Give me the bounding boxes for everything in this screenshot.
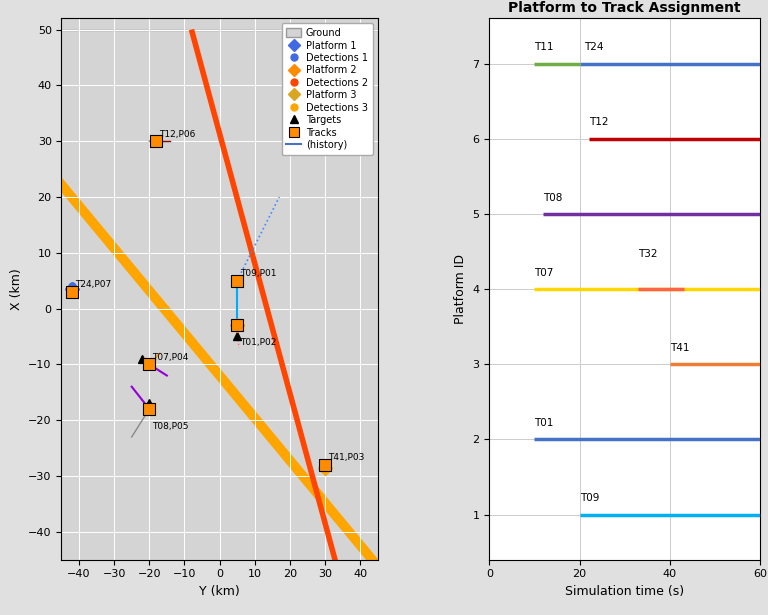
Text: T41: T41 xyxy=(670,343,690,353)
Text: T12,P06: T12,P06 xyxy=(159,130,196,139)
Text: T01,P02: T01,P02 xyxy=(240,338,276,347)
Y-axis label: X (km): X (km) xyxy=(10,268,23,310)
Text: T08,P05: T08,P05 xyxy=(152,421,189,430)
Text: T09,P01: T09,P01 xyxy=(240,269,276,278)
Y-axis label: Platform ID: Platform ID xyxy=(454,254,467,324)
Text: T11: T11 xyxy=(535,42,554,52)
Legend: Ground, Platform 1, Detections 1, Platform 2, Detections 2, Platform 3, Detectio: Ground, Platform 1, Detections 1, Platfo… xyxy=(282,23,372,155)
X-axis label: Y (km): Y (km) xyxy=(199,585,240,598)
Text: T12: T12 xyxy=(588,117,608,127)
Text: T07: T07 xyxy=(535,268,554,278)
Text: T09: T09 xyxy=(580,493,599,503)
X-axis label: Simulation time (s): Simulation time (s) xyxy=(565,585,684,598)
Text: T08: T08 xyxy=(544,192,563,202)
Text: T01: T01 xyxy=(535,418,554,428)
Text: T41,P03: T41,P03 xyxy=(328,453,364,462)
Text: T24,P07: T24,P07 xyxy=(74,280,111,290)
Text: T07,P04: T07,P04 xyxy=(152,353,188,362)
Title: Platform to Track Assignment: Platform to Track Assignment xyxy=(508,1,741,15)
Text: T24: T24 xyxy=(584,42,604,52)
Text: T32: T32 xyxy=(638,249,658,259)
